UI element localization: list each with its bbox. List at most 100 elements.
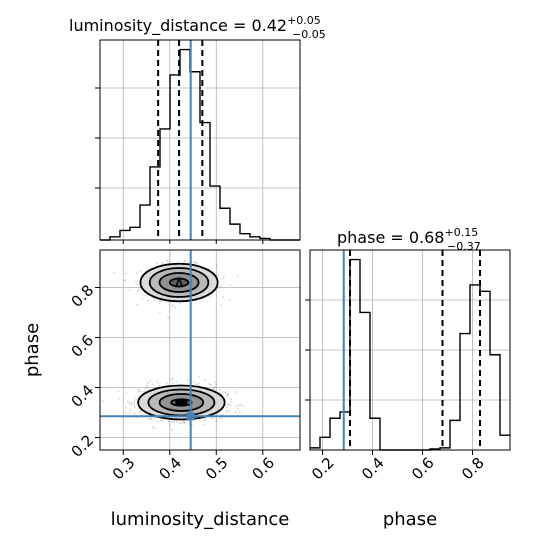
sample-point — [170, 421, 173, 423]
sample-point — [117, 398, 120, 400]
sample-point — [227, 403, 230, 406]
sample-point — [228, 299, 231, 301]
sample-point — [168, 421, 170, 423]
scatter-x-tick-label-2: 0.5 — [202, 454, 232, 484]
scatter-x-tick-label-1: 0.4 — [155, 454, 185, 484]
scatter-y-tick-label-0: 0.2 — [68, 431, 98, 461]
sample-point — [235, 391, 238, 393]
sample-point — [136, 283, 139, 286]
sample-point — [124, 279, 126, 282]
sample-point — [128, 289, 131, 292]
sample-point — [161, 420, 164, 422]
sample-point — [136, 290, 139, 293]
sample-point — [216, 266, 219, 269]
sample-point — [131, 401, 134, 404]
sample-point — [101, 400, 104, 402]
sample-point — [238, 404, 240, 407]
sample-point — [186, 379, 189, 381]
sample-point — [217, 287, 220, 289]
sample-point — [133, 400, 136, 403]
sample-point — [124, 411, 127, 414]
sample-point — [142, 294, 145, 297]
phase-hist-x-tick-label-3: 0.8 — [458, 454, 488, 484]
sample-point — [136, 388, 139, 391]
sample-point — [159, 311, 161, 314]
sample-point — [148, 418, 151, 421]
sample-point — [230, 400, 233, 403]
sample-point — [159, 300, 161, 302]
sample-point — [147, 299, 150, 302]
sample-point — [198, 376, 201, 378]
sample-point — [220, 285, 222, 287]
phase-title: phase = 0.68+0.15 −0.37 — [337, 226, 481, 253]
scatter-x-tick-label-0: 0.3 — [109, 454, 139, 484]
sample-point — [157, 420, 160, 423]
truth-marker — [186, 412, 195, 421]
sample-point — [180, 422, 183, 425]
sample-point — [170, 252, 172, 255]
sample-point — [174, 306, 177, 309]
sample-point — [213, 388, 216, 390]
sample-point — [236, 274, 239, 277]
sample-point — [208, 383, 211, 385]
sample-point — [165, 382, 168, 385]
sample-point — [178, 422, 181, 425]
sample-point — [157, 385, 160, 388]
sample-point — [188, 423, 191, 425]
sample-point — [154, 417, 157, 419]
luminosity-distance-title-sub: −0.05 — [292, 28, 326, 41]
luminosity-distance-histogram-panel — [95, 39, 301, 244]
sample-point — [184, 260, 186, 262]
sample-point — [219, 417, 222, 420]
sample-point — [203, 423, 206, 426]
sample-point — [150, 418, 153, 420]
sample-point — [211, 417, 214, 420]
sample-point — [133, 406, 136, 408]
sample-point — [156, 262, 159, 265]
phase-title-main: phase = 0.68 — [337, 228, 444, 247]
sample-point — [195, 262, 198, 265]
sample-point — [133, 412, 136, 415]
sample-point — [235, 405, 238, 407]
sample-point — [222, 296, 225, 299]
sample-point — [183, 421, 186, 424]
sample-point — [138, 390, 141, 393]
sample-point — [195, 383, 198, 386]
sample-point — [140, 391, 143, 393]
luminosity-distance-title: luminosity_distance = 0.42+0.05 −0.05 — [69, 14, 326, 41]
sample-point — [157, 382, 160, 384]
sample-point — [239, 410, 241, 413]
sample-point — [212, 387, 215, 390]
sample-point — [215, 420, 218, 423]
scatter-y-tick-label-3: 0.8 — [68, 281, 98, 311]
sample-point — [172, 377, 174, 380]
phase-histogram-panel: 0.2 0.4 0.6 0.8 — [305, 249, 511, 484]
sample-point — [215, 383, 218, 386]
sample-point — [183, 422, 186, 425]
density-peak-marker-upper — [174, 276, 184, 288]
sample-point — [224, 392, 227, 394]
sample-point — [226, 394, 228, 397]
sample-point — [162, 261, 164, 264]
sample-point — [156, 380, 158, 383]
luminosity-distance-title-main: luminosity_distance = 0.42 — [69, 16, 287, 36]
sample-point — [117, 390, 120, 393]
y-axis-label-phase: phase — [22, 323, 43, 377]
sample-point — [172, 382, 174, 385]
sample-point — [151, 383, 154, 386]
sample-point — [167, 420, 170, 422]
sample-point — [147, 382, 149, 384]
sample-point — [153, 299, 156, 302]
sample-point — [147, 386, 150, 388]
sample-point — [182, 421, 184, 423]
sample-point — [136, 303, 138, 306]
sample-point — [170, 429, 173, 431]
sample-point — [135, 272, 138, 274]
sample-point — [204, 378, 207, 381]
ld-hist-steps — [100, 48, 300, 241]
sample-point — [240, 404, 243, 406]
sample-point — [113, 271, 116, 274]
sample-point — [129, 409, 132, 412]
sample-point — [160, 300, 163, 302]
sample-point — [149, 379, 152, 382]
